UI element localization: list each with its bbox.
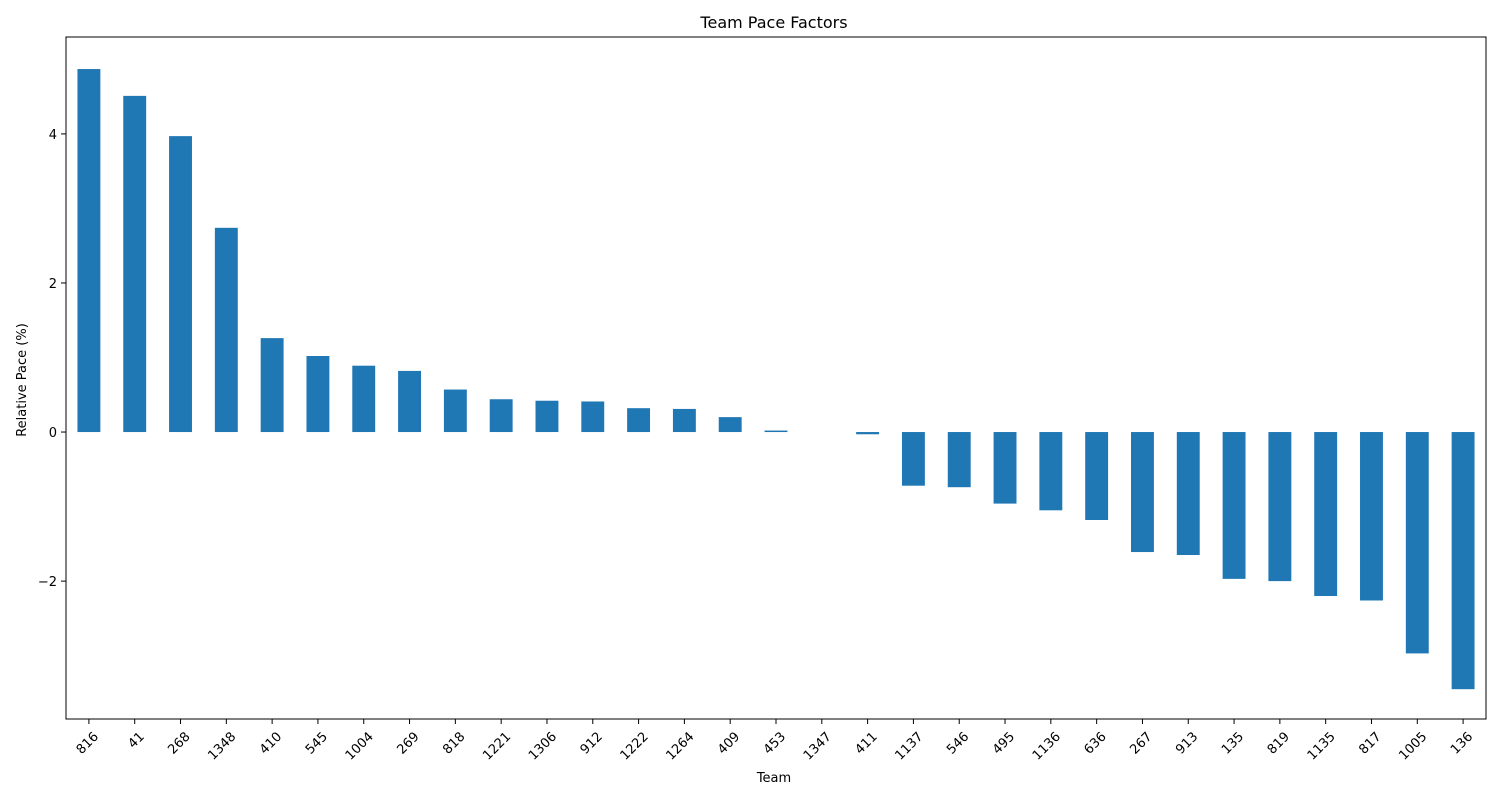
x-tick-label: 453 <box>761 729 789 757</box>
bar-410 <box>260 338 284 433</box>
x-tick-label: 546 <box>944 729 972 757</box>
x-tick-label: 1264 <box>663 729 697 763</box>
bar-1264 <box>672 408 696 433</box>
x-tick-label: 1221 <box>480 729 514 763</box>
x-tick-label: 1222 <box>618 729 652 763</box>
bar-268 <box>169 136 192 433</box>
bar-267 <box>1131 432 1154 553</box>
chart-title: Team Pace Factors <box>699 13 847 32</box>
bar-136 <box>1451 432 1475 690</box>
bar-41 <box>123 95 147 433</box>
bar-818 <box>443 389 467 433</box>
x-tick-label: 545 <box>303 729 331 757</box>
bar-816 <box>77 69 101 433</box>
y-tick-label: 0 <box>49 426 57 441</box>
bar-913 <box>1176 432 1200 556</box>
bar-1348 <box>214 227 238 433</box>
bar-135 <box>1222 432 1246 579</box>
x-tick-label: 136 <box>1448 729 1476 757</box>
bar-1221 <box>489 399 513 433</box>
x-tick-label: 1136 <box>1030 729 1064 763</box>
x-tick-label: 817 <box>1356 729 1384 757</box>
bars-group <box>77 69 1475 690</box>
x-tick-label: 913 <box>1173 729 1201 757</box>
x-tick-label: 819 <box>1265 729 1293 757</box>
bar-545 <box>306 356 330 433</box>
bar-1005 <box>1405 432 1429 654</box>
x-tick-label: 1348 <box>205 729 239 763</box>
x-tick-label: 410 <box>257 729 285 757</box>
x-tick-label: 135 <box>1219 729 1247 757</box>
bar-817 <box>1360 432 1383 601</box>
bar-1137 <box>901 432 925 486</box>
y-axis-ticks: −2 0 2 4 <box>38 128 66 590</box>
bar-1136 <box>1039 432 1063 511</box>
bar-1135 <box>1314 432 1338 597</box>
x-tick-label: 1137 <box>892 729 926 763</box>
y-axis-label: Relative Pace (%) <box>15 323 30 437</box>
y-tick-label: 4 <box>49 128 57 143</box>
x-tick-label: 495 <box>990 729 1018 757</box>
plot-frame <box>65 36 1487 720</box>
x-tick-label: 1135 <box>1305 729 1339 763</box>
x-tick-label: 268 <box>165 729 193 757</box>
bar-411 <box>856 432 880 435</box>
x-tick-label: 269 <box>394 729 422 757</box>
x-axis-ticks: 816 41 268 1348 410 545 1004 269 818 1221 1306 912 1… <box>74 719 1476 763</box>
x-tick-label: 1004 <box>343 729 377 763</box>
x-tick-label: 816 <box>74 729 102 757</box>
x-tick-label: 818 <box>440 729 468 757</box>
x-tick-label: 912 <box>578 729 606 757</box>
bar-453 <box>764 430 788 433</box>
x-tick-label: 636 <box>1082 729 1110 757</box>
x-tick-label: 1306 <box>526 729 560 763</box>
bar-495 <box>993 432 1017 504</box>
y-tick-label: 2 <box>49 277 57 292</box>
x-tick-label: 1005 <box>1396 729 1430 763</box>
x-tick-label: 41 <box>125 729 147 751</box>
bar-912 <box>581 401 605 433</box>
bar-819 <box>1268 432 1292 582</box>
bar-1306 <box>535 400 559 433</box>
x-axis-label: Team <box>756 771 791 786</box>
bar-1004 <box>352 365 376 433</box>
bar-409 <box>718 417 742 433</box>
bar-269 <box>398 370 421 433</box>
bar-546 <box>947 432 971 488</box>
x-tick-label: 267 <box>1127 729 1155 757</box>
bar-1222 <box>627 408 651 433</box>
x-tick-label: 1347 <box>801 729 835 763</box>
x-tick-label: 409 <box>715 729 743 757</box>
bar-636 <box>1085 432 1109 520</box>
y-tick-label: −2 <box>38 575 57 590</box>
x-tick-label: 411 <box>852 729 880 757</box>
